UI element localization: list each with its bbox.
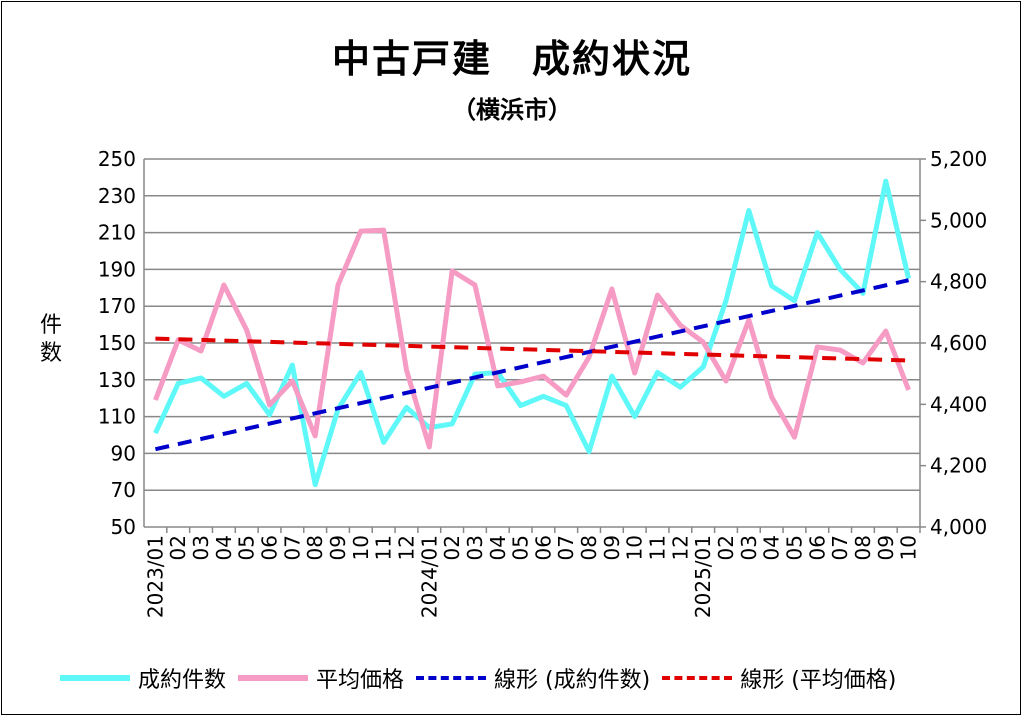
y2-tick-label: 4,400 bbox=[930, 392, 987, 416]
y-tick-label: 110 bbox=[98, 405, 136, 429]
x-tick-label: 07 bbox=[280, 535, 304, 560]
y2-tick-label: 5,200 bbox=[930, 147, 987, 171]
y-tick-label: 230 bbox=[98, 184, 136, 208]
legend-swatch bbox=[662, 676, 733, 680]
y-tick-label: 70 bbox=[111, 478, 136, 502]
x-tick-label: 07 bbox=[554, 535, 578, 560]
y-tick-label: 250 bbox=[98, 147, 136, 171]
legend-item-count-trend: 線形 (成約件数) bbox=[416, 662, 650, 694]
x-tick-label: 10 bbox=[897, 535, 921, 560]
x-tick-label: 07 bbox=[828, 535, 852, 560]
x-tick-label: 02 bbox=[166, 535, 190, 560]
y2-tick-label: 4,800 bbox=[930, 270, 987, 294]
x-tick-label: 02 bbox=[714, 535, 738, 560]
legend-label: 線形 (平均価格) bbox=[740, 668, 897, 693]
y-tick-label: 50 bbox=[111, 515, 136, 539]
x-tick-label: 10 bbox=[623, 535, 647, 560]
x-tick-label: 06 bbox=[805, 535, 829, 560]
legend-swatch bbox=[60, 675, 130, 681]
chart-subtitle: （横浜市） bbox=[452, 96, 572, 124]
legend-label: 成約件数 bbox=[138, 668, 227, 693]
x-tick-label: 08 bbox=[303, 535, 327, 560]
x-tick-label: 09 bbox=[600, 535, 624, 560]
x-tick-label: 09 bbox=[874, 535, 898, 560]
y2-tick-label: 4,600 bbox=[930, 331, 987, 355]
legend-swatch bbox=[416, 676, 487, 680]
legend-label: 平均価格 bbox=[316, 668, 405, 693]
x-tick-label: 05 bbox=[235, 535, 259, 560]
legend: 成約件数 平均価格 線形 (成約件数) 線形 (平均価格) bbox=[60, 662, 908, 694]
y-tick-label: 130 bbox=[98, 368, 136, 392]
y-tick-label: 210 bbox=[98, 221, 136, 245]
chart-title: 中古戸建 成約状況 bbox=[331, 37, 692, 81]
x-tick-label: 10 bbox=[349, 535, 373, 560]
trendline-2 bbox=[154, 278, 910, 452]
x-tick-label: 06 bbox=[258, 535, 282, 560]
x-tick-label: 02 bbox=[440, 535, 464, 560]
x-tick-label: 11 bbox=[372, 535, 396, 560]
y-axis-label: 件数 bbox=[39, 313, 62, 366]
trendline-3 bbox=[155, 336, 909, 363]
y-tick-label: 170 bbox=[98, 294, 136, 318]
x-tick-label: 09 bbox=[326, 535, 350, 560]
x-tick-label: 03 bbox=[189, 535, 213, 560]
legend-item-count: 成約件数 bbox=[60, 662, 226, 694]
x-tick-label: 08 bbox=[577, 535, 601, 560]
x-tick-label: 11 bbox=[646, 535, 670, 560]
y2-tick-label: 4,000 bbox=[930, 515, 987, 539]
x-tick-label: 12 bbox=[394, 535, 418, 560]
y-tick-label: 190 bbox=[98, 257, 136, 281]
legend-label: 線形 (成約件数) bbox=[494, 668, 651, 693]
x-tick-label: 12 bbox=[668, 535, 692, 560]
x-tick-label: 05 bbox=[509, 535, 533, 560]
y2-tick-label: 4,200 bbox=[930, 454, 987, 478]
x-tick-label: 05 bbox=[782, 535, 806, 560]
x-tick-label: 06 bbox=[531, 535, 555, 560]
x-tick-label: 04 bbox=[486, 535, 510, 560]
y-tick-label: 150 bbox=[98, 331, 136, 355]
x-tick-label: 03 bbox=[463, 535, 487, 560]
x-tick-label: 08 bbox=[851, 535, 875, 560]
series-line-1 bbox=[153, 227, 911, 450]
x-tick-label: 04 bbox=[212, 535, 236, 560]
x-tick-label: 2023/01 bbox=[143, 535, 167, 618]
x-tick-label: 2024/01 bbox=[417, 535, 441, 618]
x-tick-label: 04 bbox=[760, 535, 784, 560]
y-tick-label: 90 bbox=[111, 441, 136, 465]
x-tick-label: 2025/01 bbox=[691, 535, 715, 618]
legend-item-price: 平均価格 bbox=[238, 662, 404, 694]
y2-tick-label: 5,000 bbox=[930, 208, 987, 232]
x-tick-label: 03 bbox=[737, 535, 761, 560]
legend-item-price-trend: 線形 (平均価格) bbox=[662, 662, 896, 694]
legend-swatch bbox=[238, 675, 309, 681]
